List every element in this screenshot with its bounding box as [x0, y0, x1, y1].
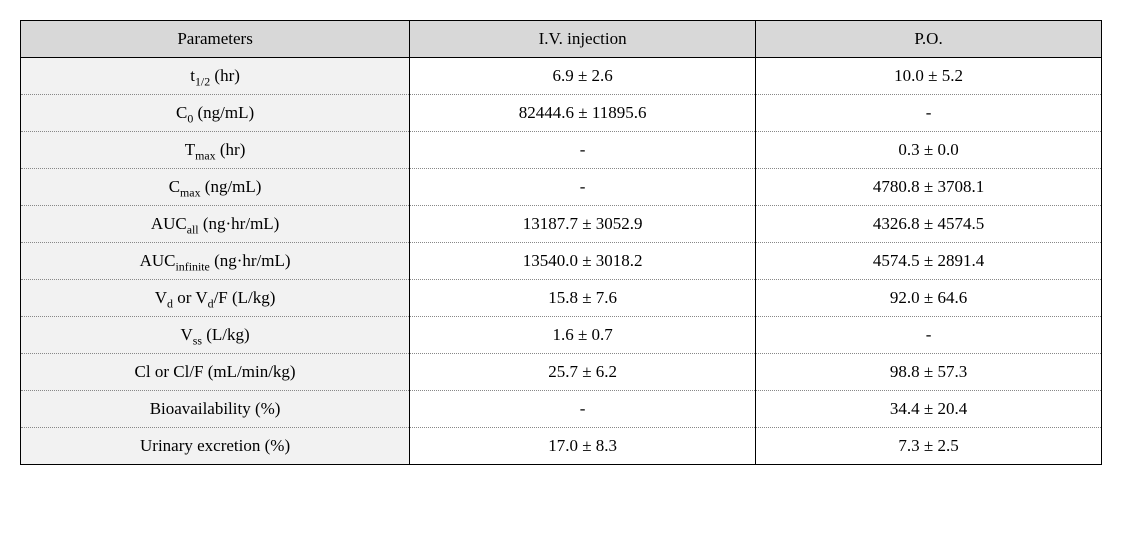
- table-row: Cmax (ng/mL)-4780.8 ± 3708.1: [21, 169, 1102, 206]
- table-row: Bioavailability (%)-34.4 ± 20.4: [21, 391, 1102, 428]
- iv-cell: -: [410, 391, 756, 428]
- param-sub: 1/2: [195, 74, 210, 88]
- param-cell: Bioavailability (%): [21, 391, 410, 428]
- table-row: AUCall (ng·hr/mL)13187.7 ± 3052.94326.8 …: [21, 206, 1102, 243]
- param-sub: max: [180, 185, 200, 199]
- param-sub: all: [187, 222, 199, 236]
- param-base: C: [169, 177, 180, 196]
- param-cell: Cmax (ng/mL): [21, 169, 410, 206]
- param-sub: ss: [193, 333, 202, 347]
- table-body: t1/2 (hr)6.9 ± 2.610.0 ± 5.2C0 (ng/mL)82…: [21, 58, 1102, 465]
- po-cell: 4326.8 ± 4574.5: [756, 206, 1102, 243]
- table-row: AUCinfinite (ng·hr/mL)13540.0 ± 3018.245…: [21, 243, 1102, 280]
- param-unit: (ng/mL): [193, 103, 254, 122]
- param-base: C: [176, 103, 187, 122]
- param-cell: AUCall (ng·hr/mL): [21, 206, 410, 243]
- param-unit: (hr): [216, 140, 246, 159]
- param-cell: t1/2 (hr): [21, 58, 410, 95]
- param-cell: Vd or Vd/F (L/kg): [21, 280, 410, 317]
- table-row: Tmax (hr)-0.3 ± 0.0: [21, 132, 1102, 169]
- param-unit: (ng/mL): [201, 177, 262, 196]
- iv-cell: 17.0 ± 8.3: [410, 428, 756, 465]
- po-cell: 98.8 ± 57.3: [756, 354, 1102, 391]
- table-row: Urinary excretion (%)17.0 ± 8.37.3 ± 2.5: [21, 428, 1102, 465]
- table-row: t1/2 (hr)6.9 ± 2.610.0 ± 5.2: [21, 58, 1102, 95]
- col-header-parameters: Parameters: [21, 21, 410, 58]
- po-cell: 7.3 ± 2.5: [756, 428, 1102, 465]
- param-cell: Urinary excretion (%): [21, 428, 410, 465]
- po-cell: 4780.8 ± 3708.1: [756, 169, 1102, 206]
- table-row: Vd or Vd/F (L/kg)15.8 ± 7.692.0 ± 64.6: [21, 280, 1102, 317]
- po-cell: 10.0 ± 5.2: [756, 58, 1102, 95]
- table-row: Cl or Cl/F (mL/min/kg)25.7 ± 6.298.8 ± 5…: [21, 354, 1102, 391]
- po-cell: 0.3 ± 0.0: [756, 132, 1102, 169]
- po-cell: 92.0 ± 64.6: [756, 280, 1102, 317]
- param-base: AUC: [140, 251, 176, 270]
- param-base: T: [185, 140, 195, 159]
- param-sub: max: [195, 148, 215, 162]
- param-cell: Cl or Cl/F (mL/min/kg): [21, 354, 410, 391]
- iv-cell: 13187.7 ± 3052.9: [410, 206, 756, 243]
- iv-cell: 1.6 ± 0.7: [410, 317, 756, 354]
- param-unit: (ng·hr/mL): [210, 251, 291, 270]
- iv-cell: 13540.0 ± 3018.2: [410, 243, 756, 280]
- param-base: AUC: [151, 214, 187, 233]
- param-cell: Vss (L/kg): [21, 317, 410, 354]
- param-unit: (hr): [210, 66, 240, 85]
- table-row: C0 (ng/mL)82444.6 ± 11895.6-: [21, 95, 1102, 132]
- param-base: V: [180, 325, 192, 344]
- iv-cell: 15.8 ± 7.6: [410, 280, 756, 317]
- iv-cell: 6.9 ± 2.6: [410, 58, 756, 95]
- iv-cell: -: [410, 132, 756, 169]
- iv-cell: 82444.6 ± 11895.6: [410, 95, 756, 132]
- po-cell: -: [756, 317, 1102, 354]
- po-cell: -: [756, 95, 1102, 132]
- po-cell: 34.4 ± 20.4: [756, 391, 1102, 428]
- table-header-row: Parameters I.V. injection P.O.: [21, 21, 1102, 58]
- iv-cell: -: [410, 169, 756, 206]
- param-unit: (L/kg): [202, 325, 250, 344]
- pk-parameters-table: Parameters I.V. injection P.O. t1/2 (hr)…: [20, 20, 1102, 465]
- param-unit: (ng·hr/mL): [199, 214, 280, 233]
- param-cell: AUCinfinite (ng·hr/mL): [21, 243, 410, 280]
- param-cell: C0 (ng/mL): [21, 95, 410, 132]
- param-sub: infinite: [175, 259, 209, 273]
- param-cell: Tmax (hr): [21, 132, 410, 169]
- iv-cell: 25.7 ± 6.2: [410, 354, 756, 391]
- col-header-iv: I.V. injection: [410, 21, 756, 58]
- table-row: Vss (L/kg)1.6 ± 0.7-: [21, 317, 1102, 354]
- po-cell: 4574.5 ± 2891.4: [756, 243, 1102, 280]
- col-header-po: P.O.: [756, 21, 1102, 58]
